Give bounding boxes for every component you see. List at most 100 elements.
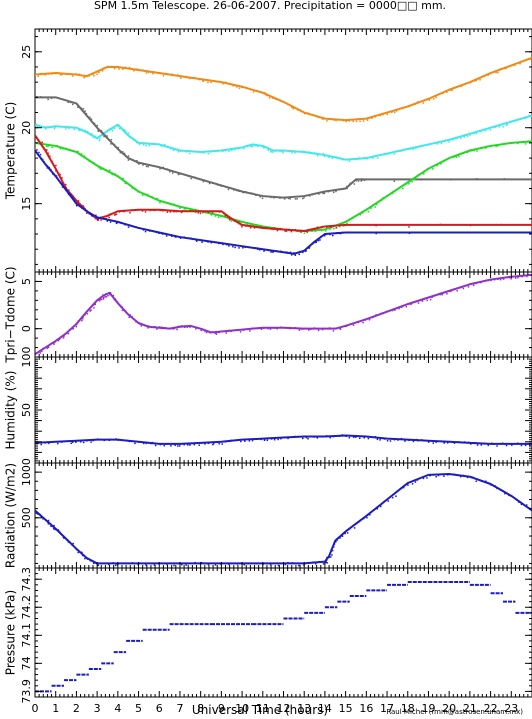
sample-point — [362, 212, 364, 214]
sample-point — [229, 82, 232, 85]
sample-point — [369, 156, 372, 159]
sample-point — [249, 330, 251, 332]
sample-point — [288, 103, 290, 106]
sample-point — [129, 314, 132, 316]
sample-point — [41, 516, 43, 518]
sample-point — [363, 437, 365, 439]
sample-point — [483, 75, 485, 77]
sample-point — [47, 519, 50, 522]
sample-point — [298, 564, 300, 567]
sample-point — [147, 327, 149, 329]
sample-point — [400, 150, 402, 152]
sample-point — [439, 293, 442, 296]
sample-point — [421, 439, 423, 441]
sample-point — [93, 561, 95, 564]
sample-point — [280, 326, 282, 328]
sample-point — [53, 524, 55, 527]
sample-point — [472, 284, 475, 287]
sample-point — [433, 473, 435, 476]
sample-point — [527, 140, 529, 142]
sample-point — [269, 328, 272, 330]
sample-point — [99, 138, 101, 140]
sample-point — [166, 563, 168, 566]
sample-point — [329, 327, 331, 329]
sample-point — [90, 560, 92, 562]
sample-point — [123, 152, 126, 155]
sample-point — [449, 290, 452, 293]
sample-point — [391, 496, 394, 499]
sample-point — [347, 219, 350, 222]
sample-point — [115, 213, 118, 215]
sample-point — [495, 71, 497, 74]
sample-point — [439, 93, 441, 95]
sample-point — [199, 212, 202, 215]
sample-point — [320, 235, 322, 238]
sample-point — [374, 116, 377, 118]
sample-point — [39, 352, 41, 354]
sample-point — [329, 436, 331, 439]
sample-point — [243, 439, 245, 441]
sample-point — [46, 145, 48, 148]
sample-point — [167, 202, 169, 204]
sample-point — [267, 249, 270, 252]
x-tick-label: 18 — [401, 702, 415, 715]
sample-point — [285, 252, 288, 254]
sample-point — [208, 182, 211, 185]
sample-point — [172, 149, 175, 151]
sample-point — [329, 233, 331, 236]
sample-point — [121, 306, 123, 308]
sample-point — [137, 209, 139, 211]
sample-point — [353, 527, 356, 529]
y-tick-label: 1000 — [20, 458, 33, 486]
sample-point — [341, 231, 344, 234]
sample-point — [307, 562, 310, 564]
sample-point — [341, 159, 344, 161]
sample-point — [336, 539, 339, 541]
sample-point — [137, 191, 139, 193]
series-pressure-0 — [35, 581, 532, 693]
sample-point — [331, 157, 334, 159]
sample-point — [363, 157, 366, 159]
sample-point — [246, 145, 249, 148]
sample-point — [510, 121, 512, 123]
sample-point — [170, 327, 173, 330]
series-line-temperature-2 — [35, 96, 532, 199]
sample-point — [349, 182, 351, 184]
sample-point — [100, 298, 103, 301]
sample-point — [276, 250, 278, 252]
sample-point — [175, 210, 178, 213]
sample-point — [339, 537, 341, 539]
sample-point — [304, 250, 307, 252]
sample-point — [62, 126, 64, 128]
sample-point — [336, 327, 338, 330]
sample-point — [158, 326, 161, 328]
sample-point — [157, 72, 159, 74]
sample-point — [259, 196, 261, 198]
sample-point — [207, 331, 209, 333]
sample-point — [88, 160, 91, 162]
sample-point — [424, 144, 427, 146]
sample-point — [352, 158, 354, 161]
y-tick-label: 74 — [20, 656, 33, 670]
sample-point — [439, 223, 442, 226]
sample-point — [348, 528, 351, 530]
sample-point — [119, 304, 122, 307]
sample-point — [161, 233, 164, 235]
sample-point — [103, 439, 106, 442]
sample-point — [135, 209, 137, 211]
sample-point — [46, 96, 49, 99]
sample-point — [230, 149, 233, 152]
sample-point — [393, 153, 396, 155]
sample-point — [47, 126, 49, 129]
x-tick-label: 15 — [339, 702, 353, 715]
y-tick-label: 74.1 — [20, 623, 33, 648]
sample-point — [100, 216, 102, 219]
sample-point — [144, 324, 146, 327]
sample-point — [225, 332, 227, 334]
sample-point — [179, 325, 182, 327]
sample-point — [325, 435, 328, 437]
sample-point — [467, 286, 470, 288]
sample-point — [301, 150, 304, 153]
sample-point — [116, 301, 119, 303]
sample-point — [272, 251, 274, 253]
